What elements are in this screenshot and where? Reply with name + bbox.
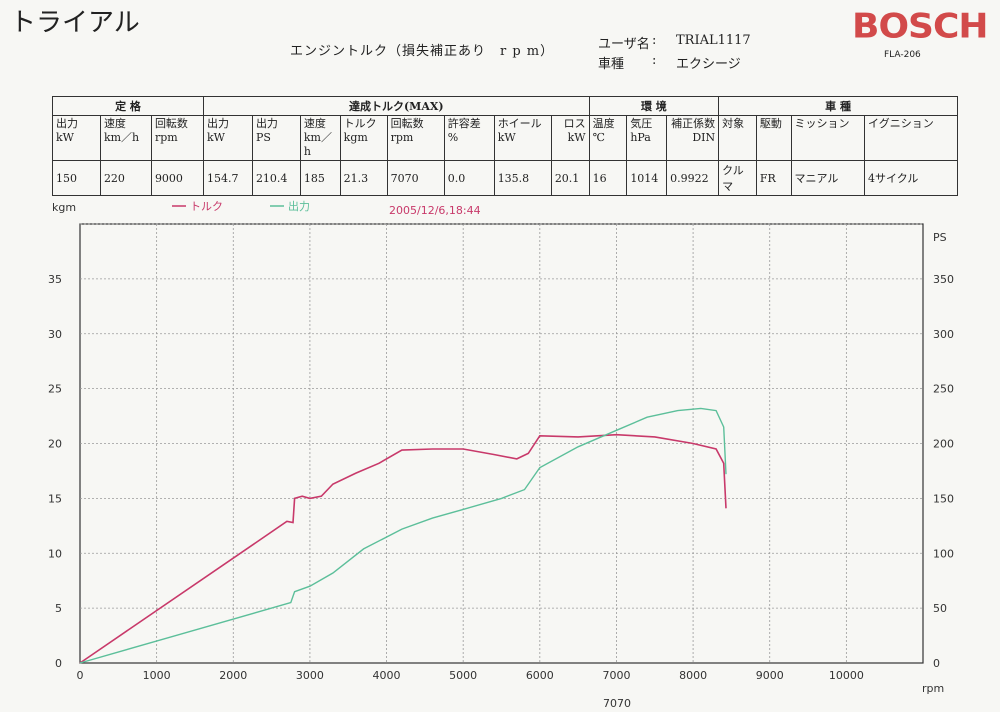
legend-torque-label: トルク xyxy=(190,200,223,213)
right-axis-unit: PS xyxy=(933,231,947,244)
table-value-cell: 20.1 xyxy=(550,160,590,196)
table-value-cell: クルマ xyxy=(718,160,757,196)
table-value-cell: 220 xyxy=(99,160,152,196)
table-header-cell: 出力 PS xyxy=(251,115,301,161)
bosch-logo: BOSCH xyxy=(852,7,989,46)
x-tick-label: 0 xyxy=(77,669,84,682)
series-power-line xyxy=(79,407,727,664)
x-tick-label: 10000 xyxy=(829,669,864,682)
tick-labels: 0 1000 2000 3000 4000 5000 6000 7000 8000 9000 100… xyxy=(48,273,954,682)
x-tick-label: 5000 xyxy=(449,669,477,682)
table-header-cell: 駆動 xyxy=(755,115,792,161)
x-tick-label: 3000 xyxy=(296,669,324,682)
x-tick-label: 7000 xyxy=(602,669,630,682)
table-header-cell: 出力 kW xyxy=(52,115,101,161)
left-tick-label: 25 xyxy=(48,383,62,396)
table-header-cell: ミッション xyxy=(790,115,865,161)
table-value-cell: 135.8 xyxy=(493,160,552,196)
table-value-cell: 0.9922 xyxy=(666,160,720,196)
x-tick-label: 1000 xyxy=(143,669,171,682)
legend-power-label: 出力 xyxy=(288,199,310,213)
dyno-chart: 0 1000 2000 3000 4000 5000 6000 7000 8000 9000 100… xyxy=(48,199,954,710)
x-tick-label: 8000 xyxy=(679,669,707,682)
left-tick-label: 30 xyxy=(48,328,62,341)
table-value-cell: 154.7 xyxy=(202,160,253,196)
timestamp: 2005/12/6,18:44 xyxy=(389,204,481,217)
spec-table: 定 格 達成トルク(MAX) 環 境 車 種 出力 kW 速度 km／h 回転数 r… xyxy=(52,96,959,196)
table-header-cell: 補正係数 DIN xyxy=(666,115,720,161)
x-tick-label: 6000 xyxy=(526,669,554,682)
table-value-cell: 150 xyxy=(52,160,101,196)
car-value: エクシージ xyxy=(676,57,741,72)
table-value-cell: 7070 xyxy=(386,160,445,196)
user-value: TRIAL1117 xyxy=(676,33,751,48)
table-value-row: 150 220 9000 154.7 210.4 185 21.3 7070 0.0 135.8 2… xyxy=(52,160,959,196)
user-label: ユーザ名 xyxy=(598,37,650,52)
table-value-cell: 210.4 xyxy=(251,160,301,196)
table-header-cell: トルク kgm xyxy=(339,115,388,161)
table-header-cell: ロス kW xyxy=(550,115,590,161)
table-header-cell: 対象 xyxy=(718,115,757,161)
table-header-cell: 許容差 % xyxy=(443,115,495,161)
right-tick-label: 50 xyxy=(933,602,947,615)
right-tick-label: 250 xyxy=(933,383,954,396)
left-tick-label: 0 xyxy=(55,657,62,670)
group-rating: 定 格 xyxy=(52,96,204,116)
group-vehicle: 車 種 xyxy=(718,96,958,116)
left-tick-label: 20 xyxy=(48,438,62,451)
table-header-cell: イグニション xyxy=(863,115,959,161)
table-value-cell: 9000 xyxy=(150,160,204,196)
right-tick-label: 350 xyxy=(933,273,954,286)
left-tick-label: 10 xyxy=(48,547,62,560)
table-header-cell: 回転数 rpm xyxy=(150,115,204,161)
table-value-cell: 0.0 xyxy=(443,160,495,196)
page-title: トライアル xyxy=(10,8,140,38)
right-tick-label: 300 xyxy=(933,328,954,341)
car-colon: : xyxy=(652,53,657,68)
model-code: FLA-206 xyxy=(884,50,921,60)
car-label: 車種 xyxy=(598,57,625,72)
right-tick-label: 100 xyxy=(933,547,954,560)
table-value-cell: 21.3 xyxy=(339,160,388,196)
user-colon: : xyxy=(652,33,657,48)
table-value-cell: マニアル xyxy=(790,160,865,196)
table-header-cell: 速度 km／h xyxy=(99,115,152,161)
max-torque-rpm-label: 7070 xyxy=(603,697,631,710)
x-tick-label: 2000 xyxy=(219,669,247,682)
left-axis-unit: kgm xyxy=(52,201,76,214)
table-header-cell: 温度 ℃ xyxy=(588,115,628,161)
table-group-row: 定 格 達成トルク(MAX) 環 境 車 種 xyxy=(52,96,958,116)
group-environment: 環 境 xyxy=(588,96,720,116)
right-tick-label: 150 xyxy=(933,492,954,505)
table-header-cell: 出力 kW xyxy=(202,115,253,161)
table-header-cell: ホイール kW xyxy=(493,115,552,161)
table-header-cell: 気圧 hPa xyxy=(626,115,668,161)
right-tick-label: 200 xyxy=(933,438,954,451)
right-tick-label: 0 xyxy=(933,657,940,670)
left-tick-label: 35 xyxy=(48,273,62,286)
table-header-row: 出力 kW 速度 km／h 回転数 rpm 出力 kW 出力 PS 速度 km／h トルク … xyxy=(52,115,959,161)
x-axis-unit: rpm xyxy=(922,682,944,695)
grid xyxy=(80,223,923,663)
x-tick-label: 4000 xyxy=(373,669,401,682)
x-tick-label: 9000 xyxy=(756,669,784,682)
left-tick-label: 15 xyxy=(48,492,62,505)
sheet-title: エンジントルク（損失補正あり r p m） xyxy=(290,44,555,59)
series-torque-line xyxy=(79,433,727,664)
table-header-cell: 速度 km／h xyxy=(299,115,341,161)
table-value-cell: 16 xyxy=(588,160,628,196)
left-tick-label: 5 xyxy=(55,602,62,615)
group-max-torque: 達成トルク(MAX) xyxy=(202,96,590,116)
table-value-cell: FR xyxy=(755,160,792,196)
table-value-cell: 4サイクル xyxy=(863,160,959,196)
table-header-cell: 回転数 rpm xyxy=(386,115,445,161)
